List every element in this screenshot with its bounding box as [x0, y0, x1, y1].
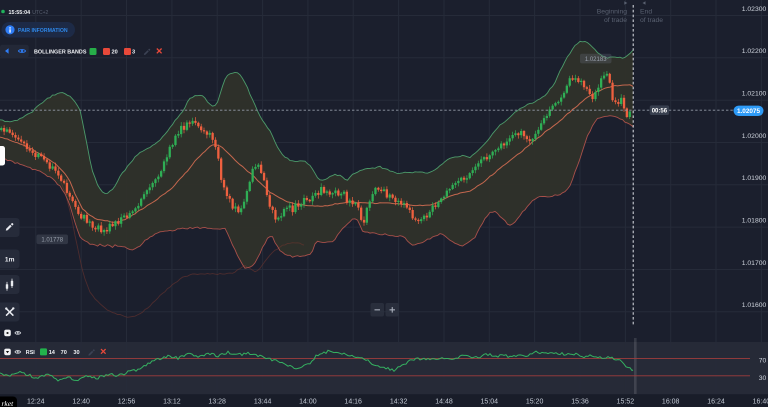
svg-text:14:16: 14:16 [344, 399, 362, 406]
svg-text:14:32: 14:32 [390, 399, 408, 406]
svg-text:12:24: 12:24 [27, 399, 45, 406]
svg-text:UTC+2: UTC+2 [32, 10, 48, 16]
svg-text:1.02100: 1.02100 [742, 91, 767, 98]
svg-text:13:44: 13:44 [254, 399, 272, 406]
svg-text:3: 3 [132, 50, 135, 56]
svg-text:20: 20 [112, 50, 118, 56]
svg-text:rket: rket [2, 399, 15, 407]
svg-text:00:56: 00:56 [652, 109, 668, 115]
svg-text:12:56: 12:56 [118, 399, 136, 406]
svg-text:1.02183: 1.02183 [585, 57, 607, 63]
svg-text:1.02300: 1.02300 [742, 6, 767, 13]
svg-text:1m: 1m [5, 257, 15, 264]
svg-text:16:08: 16:08 [662, 399, 680, 406]
svg-text:13:12: 13:12 [163, 399, 181, 406]
svg-text:15:20: 15:20 [526, 399, 544, 406]
svg-text:30: 30 [73, 350, 79, 356]
svg-text:16:24: 16:24 [707, 399, 725, 406]
svg-text:1.02000: 1.02000 [742, 133, 767, 140]
svg-text:14:48: 14:48 [435, 399, 453, 406]
svg-text:1.01600: 1.01600 [742, 302, 767, 309]
svg-text:14:00: 14:00 [299, 399, 317, 406]
svg-text:PAIR INFORMATION: PAIR INFORMATION [18, 28, 68, 34]
svg-text:1.01778: 1.01778 [41, 238, 63, 244]
svg-text:12:40: 12:40 [72, 399, 90, 406]
svg-text:15:52: 15:52 [617, 399, 635, 406]
svg-text:70: 70 [61, 350, 67, 356]
svg-text:BOLLINGER BANDS: BOLLINGER BANDS [34, 49, 87, 55]
svg-text:1.02075: 1.02075 [737, 108, 761, 115]
svg-text:15:55:04: 15:55:04 [9, 10, 31, 16]
svg-text:1.01800: 1.01800 [742, 218, 767, 225]
svg-text:70: 70 [759, 358, 767, 365]
svg-text:15:36: 15:36 [571, 399, 589, 406]
svg-text:RSI: RSI [26, 350, 35, 356]
svg-text:1.02200: 1.02200 [742, 48, 767, 55]
svg-text:13:28: 13:28 [208, 399, 226, 406]
svg-text:14: 14 [49, 350, 56, 356]
svg-text:End: End [640, 8, 652, 15]
svg-text:1.01900: 1.01900 [742, 175, 767, 182]
svg-text:1.01700: 1.01700 [742, 260, 767, 267]
svg-text:15:04: 15:04 [481, 399, 499, 406]
svg-text:of trade: of trade [604, 17, 627, 24]
svg-text:Beginning: Beginning [597, 8, 627, 15]
svg-text:of trade: of trade [640, 17, 663, 24]
svg-text:30: 30 [759, 375, 767, 382]
svg-text:16:40: 16:40 [753, 399, 768, 406]
